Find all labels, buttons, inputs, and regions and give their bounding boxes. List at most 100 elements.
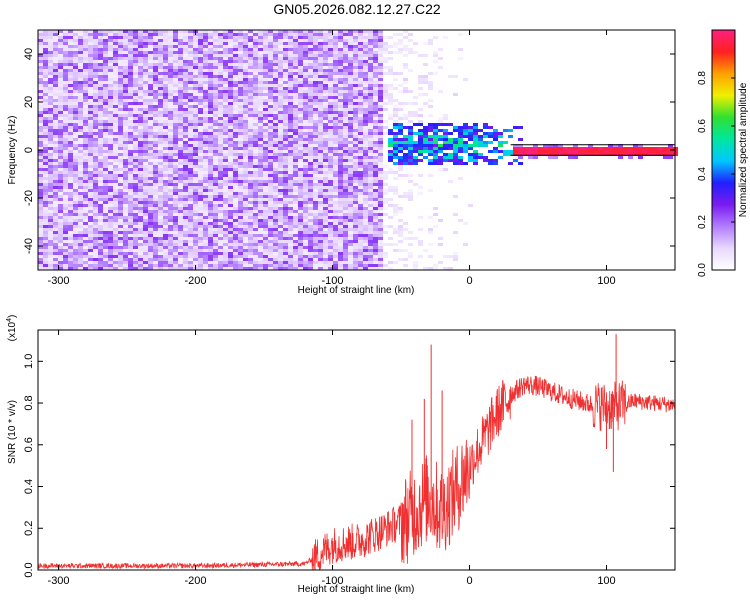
spectrogram-cell	[73, 255, 78, 258]
spectrogram-cell	[238, 225, 243, 228]
spectrogram-cell	[123, 165, 128, 168]
spectrogram-cell	[178, 144, 183, 147]
spectrogram-cell	[313, 252, 318, 255]
spectrogram-cell	[333, 246, 338, 249]
spectrogram-cell	[218, 90, 223, 93]
spectrogram-cell	[193, 81, 198, 84]
spectrogram-cell	[273, 147, 278, 150]
spectrogram-cell	[193, 168, 198, 171]
spectrogram-cell	[298, 195, 303, 198]
spectrogram-cell	[118, 183, 123, 186]
spectrogram-cell	[133, 39, 138, 42]
spectrogram-cell	[163, 126, 168, 129]
spectrogram-cell	[43, 267, 48, 270]
spectrogram-cell	[313, 204, 318, 207]
spectrogram-cell	[163, 234, 168, 237]
spectrogram-cell	[348, 48, 353, 51]
spectrogram-cell	[253, 105, 258, 108]
spectrogram-cell	[93, 114, 98, 117]
spectrogram-cell	[268, 105, 273, 108]
spectrogram-cell	[243, 207, 248, 210]
spectrogram-cell	[193, 231, 198, 234]
spectrogram-cell	[63, 33, 68, 36]
spectrogram-cell	[348, 123, 353, 126]
spectrogram-cell	[78, 72, 83, 75]
spectrogram-cell	[308, 135, 313, 138]
spectrogram-cell	[243, 249, 248, 252]
spectrogram-cell	[63, 129, 68, 132]
spectrogram-cell	[38, 84, 43, 87]
spectrogram-cell	[38, 222, 43, 225]
spectrogram-cell	[118, 186, 123, 189]
spectrogram-cell	[243, 264, 248, 267]
spectrogram-cell	[73, 192, 78, 195]
spectrogram-cell	[68, 204, 73, 207]
spectrogram-cell	[313, 45, 318, 48]
spectrogram-cell	[278, 84, 283, 87]
spectrogram-cell	[168, 105, 173, 108]
spectrogram-cell	[253, 72, 258, 75]
spectrogram-cell	[323, 168, 328, 171]
spectrogram-cell	[48, 159, 53, 162]
spectrogram-cell	[63, 174, 68, 177]
spectrogram-cell	[288, 33, 293, 36]
spectrogram-cell	[138, 105, 143, 108]
spectrogram-cell	[188, 87, 193, 90]
spectrogram-cell	[158, 204, 163, 207]
spectrogram-cell	[233, 201, 238, 204]
spectrogram-cell	[48, 228, 53, 231]
spectrogram-cell	[268, 123, 273, 126]
spectrogram-cell	[258, 75, 263, 78]
spectrogram-cell	[288, 132, 293, 135]
spectrogram-cell	[103, 123, 108, 126]
spectrogram-cell	[283, 126, 288, 129]
spectrogram-cell	[243, 186, 248, 189]
spectrogram-cell	[283, 264, 288, 267]
spectrogram-cell	[138, 222, 143, 225]
spectrogram-cell	[113, 183, 118, 186]
spectrogram-cell	[83, 165, 88, 168]
spectrogram-cell	[328, 204, 333, 207]
spectrogram-cell	[133, 147, 138, 150]
spectrogram-cell	[78, 222, 83, 225]
spectrogram-cell	[168, 213, 173, 216]
spectrogram-cell	[183, 162, 188, 165]
spectrogram-cell	[288, 159, 293, 162]
spectrogram-cell	[268, 48, 273, 51]
spectrogram-cell	[313, 96, 318, 99]
spectrogram-cell	[78, 45, 83, 48]
spectrogram-cell	[38, 249, 43, 252]
spectrogram-cell	[123, 69, 128, 72]
spectrogram-cell	[128, 135, 133, 138]
spectrogram-cell	[243, 213, 248, 216]
spectrogram-cell	[223, 99, 228, 102]
spectrogram-cell	[243, 228, 248, 231]
spectrogram-cell	[213, 156, 218, 159]
spectrogram-cell	[268, 126, 273, 129]
spectrogram-cell	[173, 183, 178, 186]
spectrogram-cell	[263, 45, 268, 48]
spectrogram-cell	[243, 234, 248, 237]
spectrogram-cell	[343, 159, 348, 162]
spectrogram-cell	[278, 141, 283, 144]
spectrogram-cell	[103, 252, 108, 255]
spectrogram-cell	[93, 63, 98, 66]
spectrogram-cell	[328, 36, 333, 39]
spectrogram-cell	[43, 153, 48, 156]
spectrogram-cell	[53, 186, 58, 189]
spectrogram-cell	[198, 90, 203, 93]
spectrogram-cell	[138, 198, 143, 201]
spectrogram-cell	[118, 90, 123, 93]
spectrogram-cell	[103, 141, 108, 144]
spectrogram-cell	[138, 30, 143, 33]
spectrogram-cell	[233, 186, 238, 189]
spectrogram-cell	[73, 246, 78, 249]
spectrogram-cell	[128, 198, 133, 201]
spectrogram-cell	[278, 39, 283, 42]
spectrogram-cell	[113, 207, 118, 210]
spectrogram-cell	[118, 78, 123, 81]
spectrogram-cell	[63, 213, 68, 216]
spectrogram-cell	[88, 66, 93, 69]
spectrogram-cell	[263, 123, 268, 126]
spectrogram-cell	[213, 186, 218, 189]
